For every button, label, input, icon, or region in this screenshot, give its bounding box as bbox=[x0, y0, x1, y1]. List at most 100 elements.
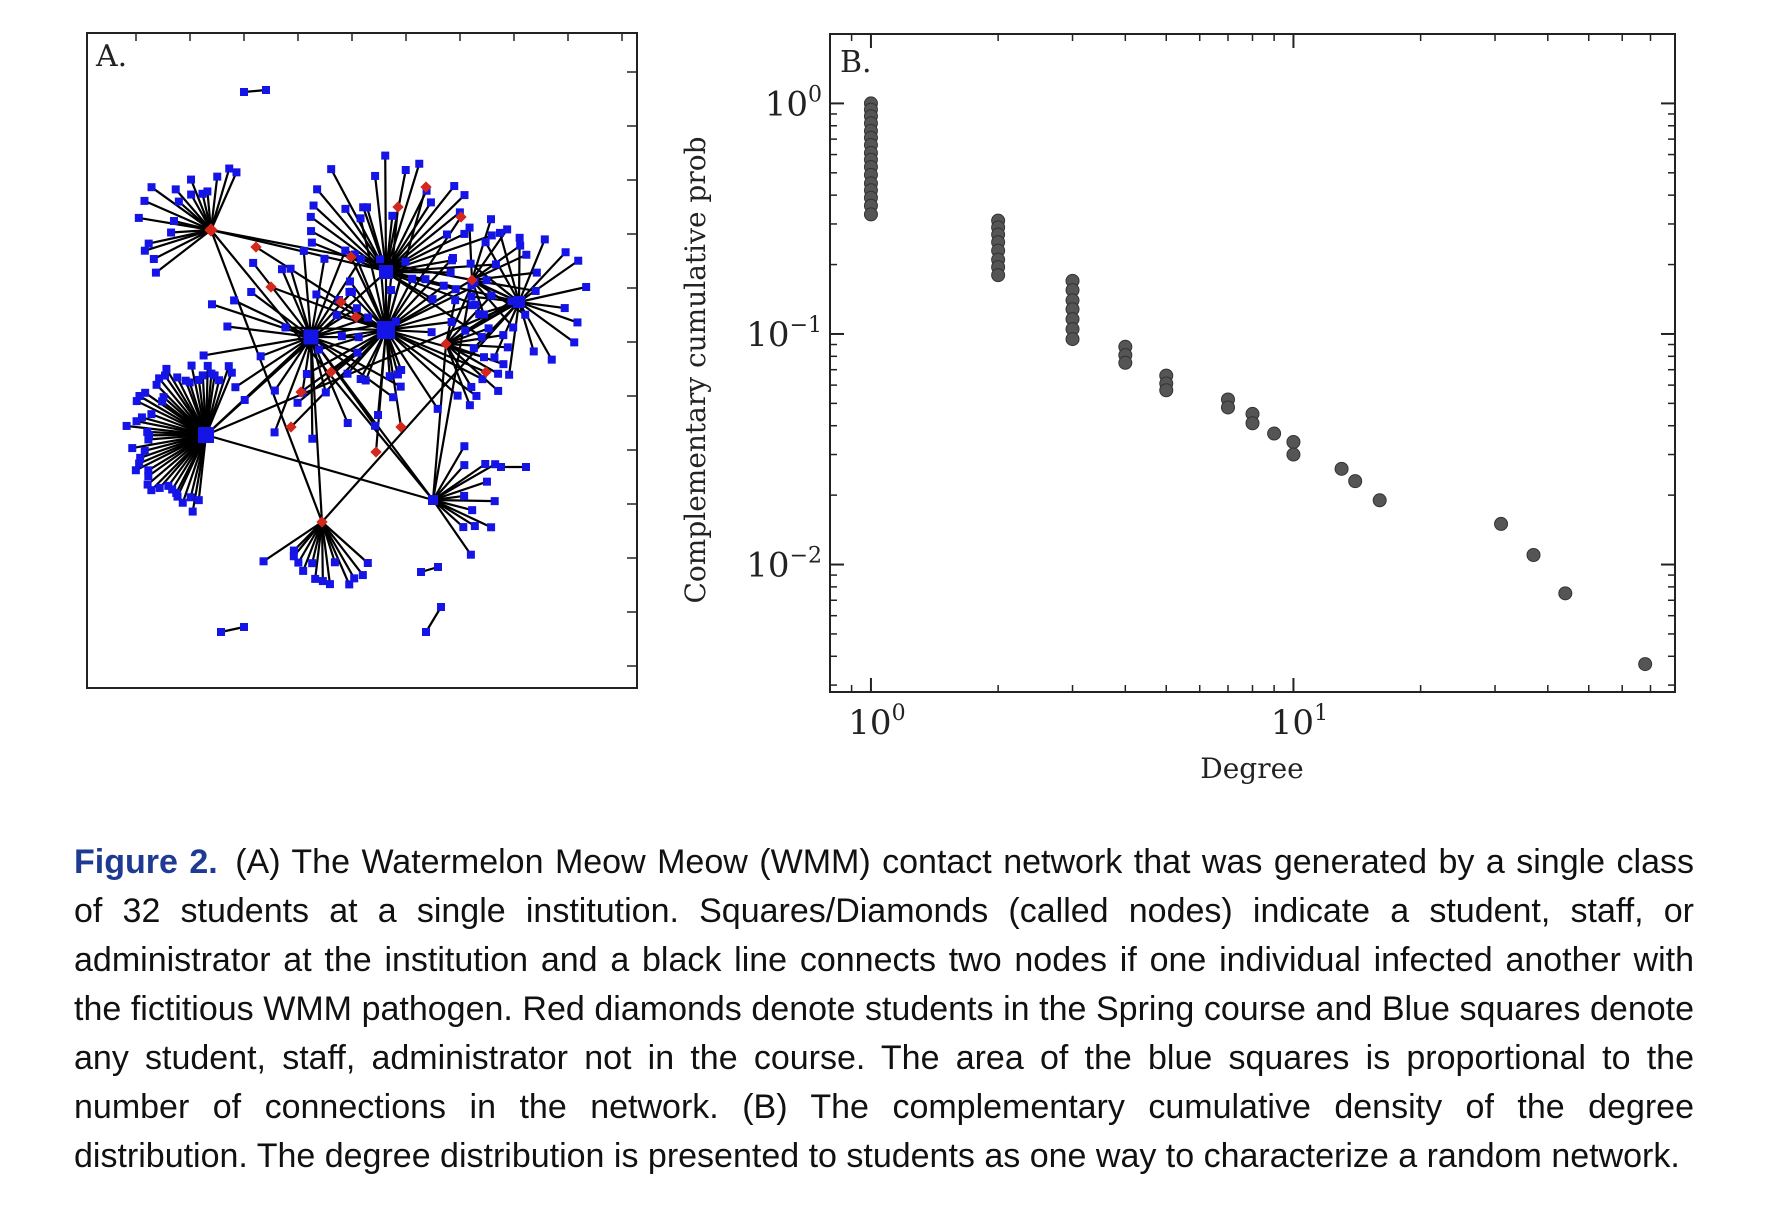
node-square bbox=[194, 375, 203, 384]
network-edge bbox=[385, 185, 456, 273]
node-square bbox=[210, 371, 219, 380]
network-edge bbox=[203, 335, 312, 357]
node-square bbox=[540, 235, 549, 244]
data-point bbox=[1558, 586, 1573, 601]
network-edge bbox=[385, 211, 461, 273]
network-edge bbox=[384, 163, 421, 273]
network-edge bbox=[518, 285, 587, 304]
node-square bbox=[428, 295, 437, 304]
node-square bbox=[465, 223, 474, 232]
node-square bbox=[460, 229, 469, 238]
y-tick-exp: −2 bbox=[790, 544, 822, 569]
node-square bbox=[185, 378, 194, 387]
data-point bbox=[1286, 434, 1301, 449]
node-square bbox=[421, 275, 430, 284]
node-square bbox=[389, 393, 398, 402]
node-diamond bbox=[345, 251, 357, 263]
network-edge bbox=[285, 326, 387, 332]
network-edge bbox=[518, 251, 567, 303]
node-square bbox=[472, 391, 481, 400]
node-square bbox=[194, 496, 203, 505]
node-square bbox=[240, 623, 248, 631]
node-square bbox=[144, 466, 153, 475]
network-edge bbox=[209, 229, 324, 523]
network-edge bbox=[174, 188, 212, 231]
data-point bbox=[1286, 447, 1301, 462]
network-edge bbox=[518, 300, 578, 324]
network-edge bbox=[425, 606, 442, 633]
y-tick-base: 10 bbox=[746, 315, 789, 355]
node-diamond bbox=[295, 386, 307, 398]
node-square bbox=[481, 460, 490, 469]
network-edge bbox=[227, 325, 312, 339]
x-tick-exp: 0 bbox=[892, 701, 906, 726]
node-square bbox=[302, 370, 311, 379]
network-edge bbox=[243, 336, 312, 401]
node-square bbox=[573, 318, 582, 327]
node-square bbox=[152, 380, 161, 389]
network-edge bbox=[444, 343, 471, 406]
network-edge bbox=[250, 291, 312, 338]
node-square bbox=[141, 388, 150, 397]
network-edge bbox=[297, 521, 323, 564]
major-ticks bbox=[830, 34, 1675, 692]
x-axis-label: Degree bbox=[1200, 752, 1303, 785]
node-square bbox=[198, 427, 214, 443]
node-square bbox=[460, 461, 469, 470]
network-edge bbox=[310, 216, 387, 273]
network-edge bbox=[432, 499, 465, 528]
network-edge bbox=[316, 188, 387, 273]
node-square bbox=[560, 304, 569, 313]
node-square bbox=[270, 386, 279, 395]
node-square bbox=[198, 371, 207, 380]
network-edge bbox=[301, 336, 313, 393]
network-edge bbox=[471, 279, 526, 316]
network-edge bbox=[150, 186, 212, 231]
network-edge bbox=[280, 268, 313, 338]
node-square bbox=[478, 375, 487, 384]
node-square bbox=[135, 459, 144, 468]
network-edge bbox=[309, 336, 327, 393]
node-square bbox=[293, 398, 302, 407]
node-square bbox=[482, 276, 491, 285]
node-square bbox=[308, 434, 317, 443]
figure-label: Figure 2. bbox=[74, 843, 218, 881]
network-edge bbox=[252, 262, 312, 338]
node-square bbox=[134, 213, 143, 222]
node-diamond bbox=[250, 241, 262, 253]
node-square bbox=[494, 386, 503, 395]
network-edge bbox=[385, 270, 451, 274]
node-diamond bbox=[395, 421, 407, 433]
node-square bbox=[155, 374, 164, 383]
network-edge bbox=[153, 229, 212, 260]
data-point bbox=[1348, 474, 1363, 489]
network-edge bbox=[234, 336, 312, 389]
node-square bbox=[434, 563, 442, 571]
node-square bbox=[140, 246, 149, 255]
network-edge bbox=[300, 329, 387, 393]
y-tick-label-0-1: 10−1 bbox=[746, 313, 822, 355]
node-square bbox=[482, 477, 491, 486]
node-square bbox=[122, 421, 131, 430]
network-edge bbox=[320, 521, 336, 563]
node-diamond bbox=[455, 211, 467, 223]
node-square bbox=[509, 323, 518, 332]
node-square bbox=[364, 313, 373, 322]
network-edge bbox=[432, 498, 473, 512]
node-square bbox=[381, 151, 390, 160]
network-edge bbox=[290, 329, 387, 428]
node-square bbox=[363, 558, 372, 567]
node-square bbox=[299, 566, 308, 575]
network-panel: A. bbox=[86, 32, 638, 689]
y-tick-base: 10 bbox=[765, 84, 808, 124]
network-edge bbox=[385, 328, 487, 374]
node-square bbox=[143, 480, 152, 489]
node-square bbox=[503, 225, 512, 234]
node-square bbox=[354, 333, 363, 342]
node-square bbox=[259, 557, 268, 566]
node-square bbox=[307, 227, 316, 236]
data-point bbox=[1372, 493, 1387, 508]
node-diamond bbox=[370, 446, 382, 458]
node-square bbox=[313, 185, 322, 194]
network-edge bbox=[445, 300, 513, 345]
